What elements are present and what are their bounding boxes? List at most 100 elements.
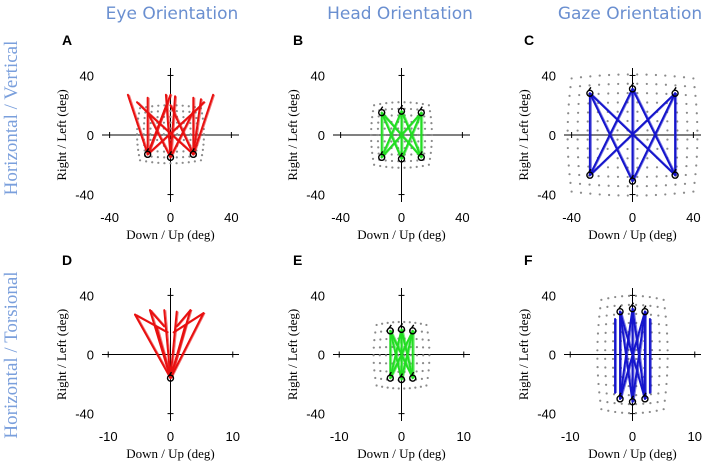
grid-dot [416,159,419,162]
grid-dot [576,111,580,114]
panel-c: C -40 0 40 40 0 -40 Down / Up (deg) Right / Left… [516,32,701,242]
grid-dot [645,92,649,95]
grid-dot [414,321,417,324]
grid-dot [616,175,620,178]
grid-dot [384,362,388,365]
target-marker [166,374,175,382]
grid-dot [606,120,609,123]
grid-dot [655,166,659,169]
grid-dot [613,402,616,405]
grid-dot [397,101,400,104]
grid-dot [586,120,589,123]
grid-dot [430,145,433,149]
grid-dot [397,166,400,169]
panel-letter: A [62,32,72,48]
grid-dot [641,295,644,298]
grid-dot [577,102,580,106]
grid-dot [663,399,666,402]
grid-dot [596,357,599,360]
movement-trace-shadow [148,112,173,158]
grid-dot [635,357,638,361]
grid-dot [627,312,630,316]
grid-dot [427,369,430,372]
grid-dot [686,120,689,123]
grid-dot [606,101,610,104]
grid-dot [182,110,185,113]
grid-dot [616,157,619,160]
grid-dot [596,138,599,141]
grid-dot [372,361,375,364]
movement-trace-shadow [136,314,170,333]
grid-dot [150,110,153,113]
movement-trace [588,92,634,183]
grid-dot [378,354,381,357]
target-marker-tick [388,371,392,376]
panel-e: E -10 0 10 40 0 -40 Down / Up (deg) Right / Left… [285,252,471,461]
grid-dot [694,94,697,97]
target-marker [397,107,406,115]
grid-dot [666,340,669,343]
movement-trace-shadow [148,112,196,155]
grid-dot [658,366,661,369]
grid-dot [642,304,645,307]
grid-dot [426,376,429,380]
x-tick-label: 0 [167,210,174,225]
grid-dot [182,156,185,159]
y-tick-label: 40 [542,68,556,83]
grid-dot [616,101,619,104]
grid-dot [658,340,661,343]
grid-dot [428,361,431,364]
target-marker-tick [643,305,647,310]
grid-dot [598,83,601,86]
grid-dot [409,107,413,111]
grid-dot [195,116,198,120]
x-axis-title: Down / Up (deg) [588,227,676,242]
grid-dot [611,340,615,343]
grid-dot [684,173,687,177]
grid-dot [408,321,411,324]
target-marker [409,374,417,382]
target-marker-tick [191,147,195,152]
grid-dot [606,166,610,169]
grid-dot [189,127,192,130]
x-tick-label: -40 [562,210,581,225]
grid-dot [371,157,375,160]
grid-dot [384,159,387,162]
grid-dot [423,146,426,149]
grid-dot [370,145,373,149]
grid-dot [429,151,432,154]
grid-dot [403,127,406,130]
movement-trace [192,101,205,114]
grid-dot [566,138,569,141]
grid-dot [604,357,607,360]
grid-dot [657,323,661,326]
grid-dot [604,383,608,386]
grid-dot [694,173,697,176]
y-tick-label: -40 [75,188,94,203]
grid-dot [375,384,378,387]
target-marker-tick [168,150,173,155]
grid-dot [181,161,184,164]
grid-dot [377,121,380,124]
movement-trace [155,326,172,380]
movement-trace [389,329,403,381]
y-tick-label: -40 [306,407,325,422]
grid-dot [175,110,178,113]
grid-dot [414,386,417,389]
target-marker-tick [168,371,173,376]
grid-dot [598,315,601,318]
target-marker-tick [630,395,635,400]
grid-dot [674,84,677,87]
grid-dot [149,138,152,141]
grid-dot [665,323,668,327]
grid-dot [169,115,172,118]
grid-dot [143,149,146,152]
grid-dot [664,83,667,86]
movement-trace-shadow [591,92,677,176]
grid-dot [646,129,649,132]
grid-dot [607,73,611,77]
target-marker [641,395,649,403]
grid-dot [156,156,159,159]
grid-dot [156,138,159,142]
